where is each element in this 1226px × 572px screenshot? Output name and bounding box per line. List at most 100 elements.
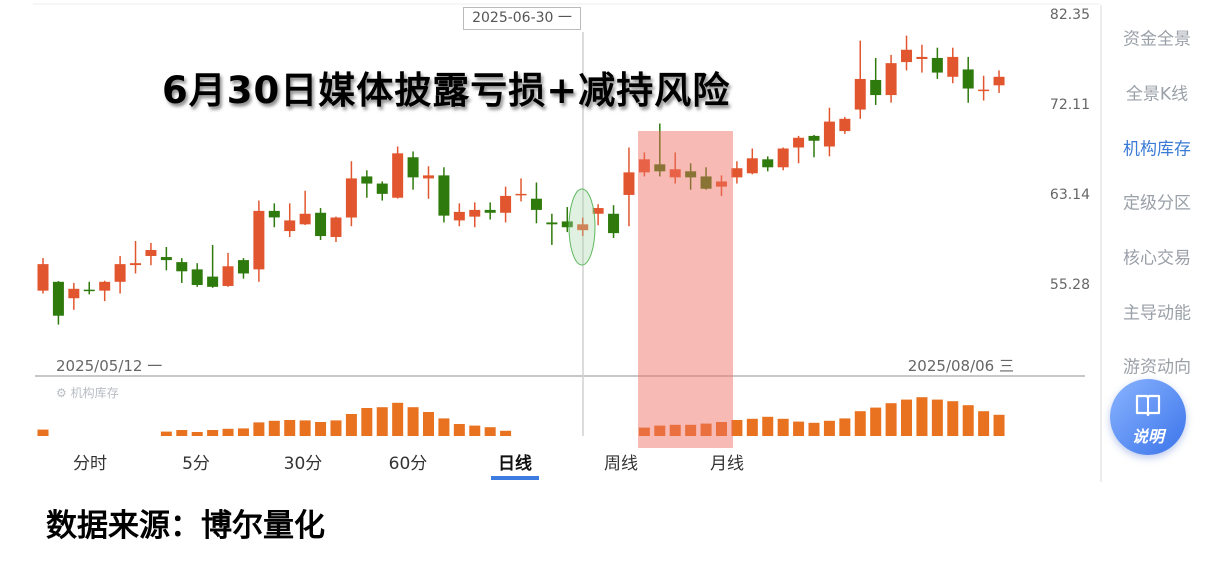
indicator-bar <box>638 427 650 436</box>
indicator-bar <box>901 399 913 436</box>
candle-body <box>83 289 95 292</box>
crosshair-date-label: 2025-06-30 一 <box>463 7 581 30</box>
candle-body <box>823 121 835 147</box>
candle <box>345 161 357 227</box>
candle-body <box>222 266 234 286</box>
candle <box>638 152 650 177</box>
candle-body <box>315 212 327 237</box>
candle-body <box>253 210 265 270</box>
candle-body <box>546 222 558 225</box>
candle-body <box>68 288 80 299</box>
indicator-bar <box>207 430 219 436</box>
candle <box>592 204 604 226</box>
candle <box>438 167 450 223</box>
candle-body <box>484 209 496 213</box>
indicator-bar <box>993 414 1005 436</box>
indicator-bar <box>469 425 481 436</box>
sidebar-item-panorama-kline[interactable]: 全景K线 <box>1125 84 1189 105</box>
sidebar-item-dominant-momentum[interactable]: 主导动能 <box>1123 303 1191 324</box>
candle <box>731 161 743 184</box>
indicator-label[interactable]: ⚙ 机构库存 <box>56 384 119 401</box>
highlight-zone <box>638 131 733 448</box>
candle <box>561 207 573 233</box>
candle-body <box>901 49 913 63</box>
candle <box>191 263 203 287</box>
candle <box>870 57 882 105</box>
indicator-bar <box>484 427 496 436</box>
help-button[interactable]: 说明 <box>1110 379 1186 455</box>
candle-body <box>978 89 990 92</box>
candle <box>546 213 558 245</box>
indicator-bar <box>715 422 727 436</box>
active-tab-indicator <box>491 476 539 480</box>
tab-daily[interactable]: 日线 <box>498 454 532 474</box>
candle-body <box>746 158 758 174</box>
tab-60min[interactable]: 60分 <box>388 454 428 474</box>
sidebar-item-funds-overview[interactable]: 资金全景 <box>1123 29 1191 50</box>
candle-body <box>207 276 219 287</box>
indicator-bar <box>669 424 681 436</box>
indicator-bar <box>870 407 882 436</box>
candle-body <box>561 221 573 228</box>
candle <box>299 190 311 225</box>
candle <box>315 208 327 240</box>
start-date-label: 2025/05/12 一 <box>56 357 163 375</box>
candle <box>376 181 388 201</box>
tab-fenshi[interactable]: 分时 <box>73 454 107 474</box>
indicator-bar <box>299 420 311 436</box>
tab-monthly[interactable]: 月线 <box>710 454 744 474</box>
sidebar-item-hot-money[interactable]: 游资动向 <box>1123 357 1191 378</box>
candle <box>854 40 866 119</box>
sidebar-item-core-trading[interactable]: 核心交易 <box>1123 248 1191 269</box>
sidebar-item-grading-zone[interactable]: 定级分区 <box>1123 193 1191 214</box>
candle-body <box>176 262 188 272</box>
tab-weekly[interactable]: 周线 <box>604 454 638 474</box>
help-button-label: 说明 <box>1131 427 1164 446</box>
candle-body <box>530 198 542 210</box>
data-source-footer: 数据来源：博尔量化 <box>46 508 325 544</box>
candle <box>993 70 1005 93</box>
sidebar-item-institution-inventory[interactable]: 机构库存 <box>1123 139 1191 160</box>
candle-body <box>608 213 620 234</box>
candle <box>37 258 49 294</box>
indicator-bar <box>746 418 758 436</box>
candle <box>145 242 157 266</box>
candle-body <box>793 137 805 148</box>
candle-body <box>145 250 157 256</box>
candle-body <box>345 178 357 218</box>
candle-body <box>438 175 450 216</box>
indicator-bar <box>947 401 959 436</box>
candle-body <box>685 171 697 178</box>
indicator-bar <box>654 425 666 436</box>
candle <box>423 166 434 199</box>
candle-body <box>962 69 974 89</box>
indicator-bar <box>222 428 234 436</box>
candle <box>207 244 219 288</box>
candle <box>700 167 712 190</box>
candle <box>577 217 589 237</box>
indicator-bar <box>284 420 296 436</box>
candle-body <box>114 264 126 282</box>
candle-body <box>99 281 111 291</box>
candle <box>623 147 635 227</box>
candle-body <box>931 57 943 73</box>
candle-body <box>37 264 49 291</box>
candle-body <box>592 208 604 214</box>
candle-body <box>52 281 64 316</box>
candle <box>83 281 95 295</box>
indicator-bar <box>762 416 774 436</box>
candle-body <box>638 159 650 173</box>
indicator-bar <box>808 422 820 436</box>
tab-5min[interactable]: 5分 <box>182 454 210 474</box>
candles-group <box>37 35 1005 325</box>
candle-body <box>423 175 434 179</box>
price-tick-label: 82.35 <box>1049 7 1090 23</box>
candle <box>931 47 943 79</box>
candle <box>130 240 142 274</box>
candle-body <box>993 76 1005 86</box>
candle-body <box>839 118 851 132</box>
tab-30min[interactable]: 30分 <box>283 454 323 474</box>
candle <box>685 163 697 190</box>
indicator-bar <box>731 420 743 436</box>
